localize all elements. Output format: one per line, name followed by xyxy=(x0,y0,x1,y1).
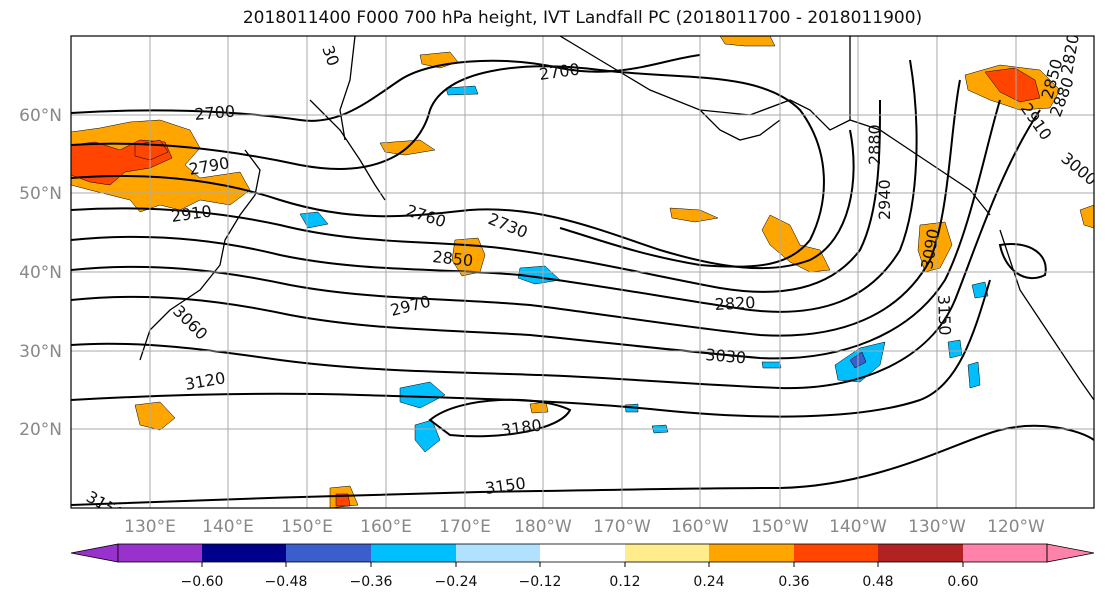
contour-label: 3030 xyxy=(705,345,747,367)
colorbar-segment xyxy=(540,544,625,562)
longitude-label: 140°W xyxy=(829,517,887,537)
ivt-positive-patch xyxy=(1079,204,1094,229)
colorbar-segment xyxy=(118,544,202,562)
contour-line xyxy=(71,99,881,293)
colorbar-tick-label: 0.48 xyxy=(862,574,893,590)
colorbar-tick-label: −0.48 xyxy=(265,574,308,590)
longitude-label: 160°E xyxy=(360,517,412,537)
contour-line xyxy=(71,279,991,418)
contour-line xyxy=(71,59,918,313)
ivt-negative-patch xyxy=(947,339,963,359)
longitude-label: 150°W xyxy=(751,517,809,537)
colorbar: −0.60 −0.48 −0.36 −0.24 −0.12 0.12 0.24 … xyxy=(70,543,1095,590)
colorbar-segment xyxy=(202,544,286,562)
contour-line xyxy=(428,398,572,438)
ivt-negative-patch xyxy=(971,281,989,299)
ivt-positive-patch xyxy=(719,36,776,47)
colorbar-tick-label: −0.36 xyxy=(350,574,393,590)
colorbar-segment xyxy=(878,544,963,562)
colorbar-segment xyxy=(286,544,371,562)
ivt-negative-patch xyxy=(967,361,981,389)
longitude-label: 170°W xyxy=(593,517,651,537)
colorbar-tick-label: −0.24 xyxy=(435,574,478,590)
contour-label: 2880 xyxy=(865,124,884,165)
ivt-positive-patch xyxy=(669,207,719,223)
colorbar-min-extension xyxy=(70,543,119,563)
contour-label: 2940 xyxy=(875,179,894,220)
ivt-strong-patch xyxy=(984,67,1041,103)
ivt-positive-patch xyxy=(529,401,549,414)
colorbar-tick-label: 0.12 xyxy=(609,574,640,590)
colorbar-segment xyxy=(963,544,1047,562)
longitude-label: 130°W xyxy=(908,517,966,537)
contour-line xyxy=(71,129,855,270)
contour-line xyxy=(71,79,961,337)
coastlines xyxy=(139,36,1094,401)
contour-label: 2820 xyxy=(714,293,756,314)
longitude-label: 130°E xyxy=(124,517,176,537)
contour-line xyxy=(71,109,1041,390)
latitude-label: 20°N xyxy=(19,420,62,440)
contour-line xyxy=(71,99,1001,360)
latitude-label: 60°N xyxy=(19,106,62,126)
longitude-label: 180°W xyxy=(514,517,572,537)
longitude-label: 170°E xyxy=(439,517,491,537)
contour-line xyxy=(998,243,1047,280)
colorbar-tick-label: 0.36 xyxy=(778,574,809,590)
longitude-label: 140°E xyxy=(202,517,254,537)
map-frame xyxy=(70,35,1095,509)
latitude-label: 50°N xyxy=(19,184,62,204)
colorbar-tick-label: −0.12 xyxy=(519,574,562,590)
ivt-strong-patch xyxy=(335,493,351,507)
longitude-label: 160°W xyxy=(671,517,729,537)
contour-label: 2850 xyxy=(432,247,474,270)
ivt-negative-patch xyxy=(414,419,441,453)
latitude-axis: 60°N 50°N 40°N 30°N 20°N xyxy=(19,106,62,440)
longitude-label: 150°E xyxy=(281,517,333,537)
colorbar-segment xyxy=(456,544,540,562)
colorbar-max-extension xyxy=(1046,543,1095,563)
contour-line xyxy=(71,424,1094,506)
graticule xyxy=(71,36,1094,508)
longitude-label: 120°W xyxy=(987,517,1045,537)
latitude-label: 30°N xyxy=(19,342,62,362)
contour-label: 3150 xyxy=(934,294,954,335)
colorbar-tick-label: −0.60 xyxy=(181,574,224,590)
longitude-axis: 130°E 140°E 150°E 160°E 170°E 180°W 170°… xyxy=(124,517,1045,537)
colorbar-tick-label: 0.24 xyxy=(693,574,724,590)
colorbar-frame xyxy=(117,543,1048,563)
colorbar-segment xyxy=(625,544,709,562)
height-contours xyxy=(71,54,1094,506)
ivt-positive-patch xyxy=(134,401,176,431)
colorbar-ticks xyxy=(201,562,964,567)
contour-label: 2700 xyxy=(194,102,236,124)
latitude-label: 40°N xyxy=(19,263,62,283)
ivt-negative-patch xyxy=(761,361,782,369)
ivt-negative-patch xyxy=(399,381,446,409)
colorbar-segment xyxy=(794,544,878,562)
colorbar-segment xyxy=(371,544,456,562)
map-title: 2018011400 F000 700 hPa height, IVT Land… xyxy=(242,8,923,28)
colorbar-segment xyxy=(709,544,794,562)
colorbar-tick-label: 0.60 xyxy=(947,574,978,590)
